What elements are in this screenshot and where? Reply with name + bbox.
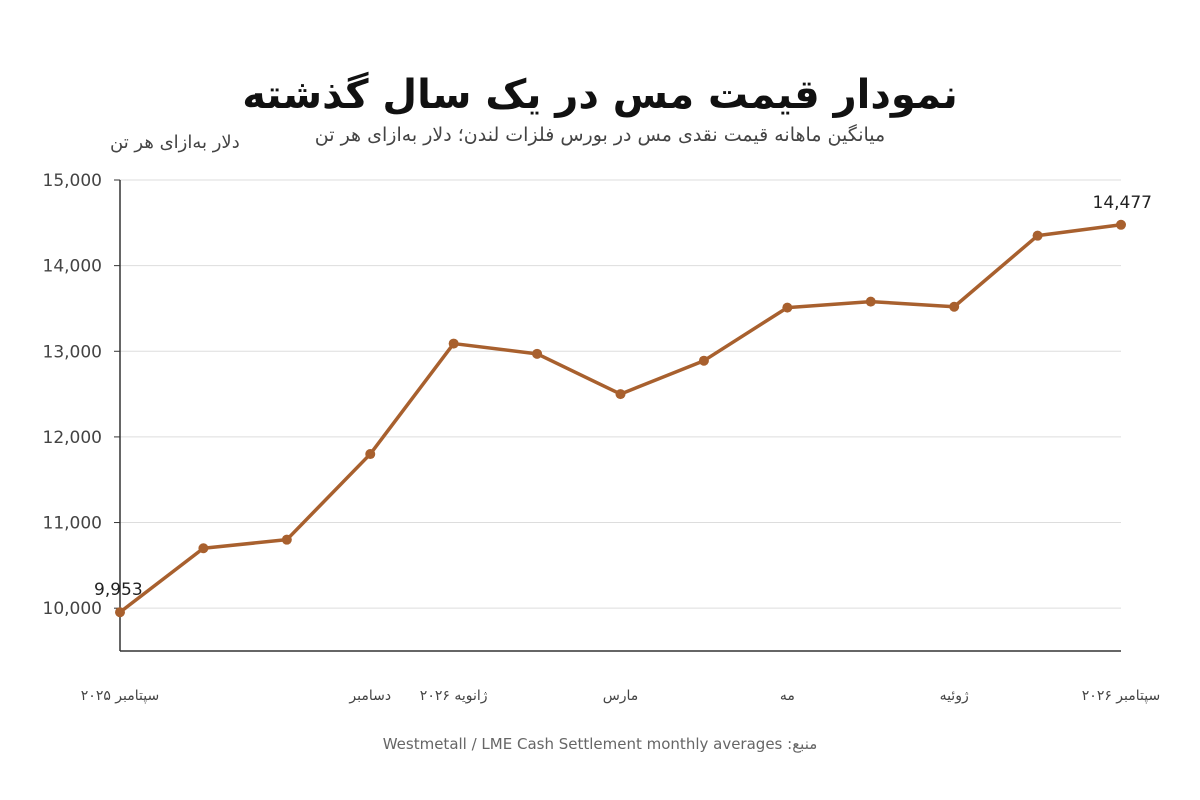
data-label: 14,477: [1093, 193, 1152, 213]
y-tick-label: 15,000: [43, 171, 102, 191]
x-tick-label: دسامبر: [348, 688, 391, 704]
x-tick-label: ژوئیه: [940, 688, 969, 704]
axes: [114, 179, 1121, 652]
data-point: [448, 338, 459, 349]
data-point: [532, 348, 543, 359]
source-note: Westmetall / LME Cash Settlement monthly…: [382, 735, 818, 753]
gridlines: [120, 179, 1121, 609]
data-point: [698, 355, 709, 366]
chart-subtitle: میانگین ماهانه قیمت نقدی مس در بورس فلزا…: [314, 124, 886, 146]
data-point: [115, 607, 125, 618]
data-point: [281, 534, 292, 545]
y-tick-label: 10,000: [43, 599, 102, 619]
chart-title: نمودار قیمت مس در یک سال گذشته: [242, 72, 958, 118]
y-tick-label: 13,000: [43, 342, 102, 362]
data-point: [615, 389, 626, 400]
y-axis-label: دلار به‌ازای هر تن: [110, 132, 240, 153]
series: [115, 219, 1126, 618]
data-point: [365, 449, 376, 460]
data-point: [949, 301, 960, 312]
y-tick-labels: 10,000 11,000 12,000 13,000 14,000 15,000: [43, 171, 102, 619]
y-tick-label: 11,000: [43, 514, 102, 534]
data-point: [782, 302, 793, 313]
x-tick-label: سپتامبر ۲۰۲۵: [81, 688, 159, 704]
y-tick-label: 14,000: [43, 257, 102, 277]
data-point: [198, 543, 209, 554]
data-point: [1116, 219, 1126, 230]
y-tick-label: 12,000: [43, 428, 102, 448]
series-line: [118, 223, 1123, 614]
data-point: [865, 296, 876, 307]
data-point: [1032, 230, 1043, 241]
data-label: 9,953: [94, 580, 143, 600]
x-tick-label: ژانویه ۲۰۲۶: [420, 688, 488, 704]
x-tick-label: سپتامبر ۲۰۲۶: [1082, 688, 1160, 704]
x-tick-label: مارس: [603, 688, 639, 704]
annotations: 9,953 14,477: [94, 193, 1152, 600]
x-tick-label: مه: [780, 688, 795, 704]
x-tick-labels: سپتامبر ۲۰۲۵ دسامبر ژانویه ۲۰۲۶ مارس مه ژوئیه…: [81, 688, 1160, 704]
